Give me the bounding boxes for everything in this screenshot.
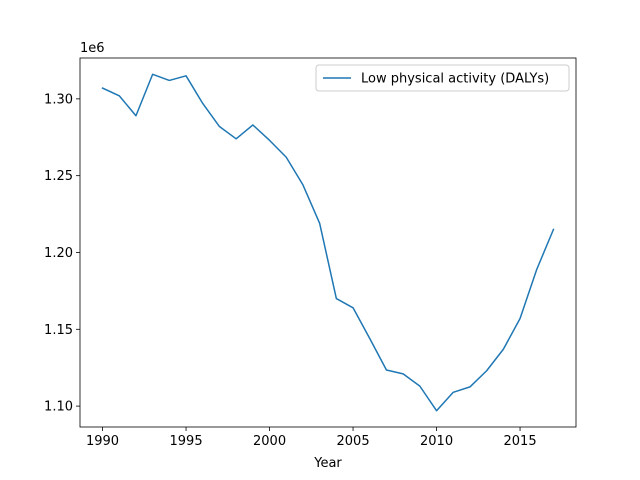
y-axis-offset-label: 1e6: [80, 41, 105, 56]
x-tick-label: 2010: [420, 434, 453, 449]
x-axis-label: Year: [313, 456, 342, 471]
series-line-0: [101, 73, 555, 412]
legend-label: Low physical activity (DALYs): [361, 72, 549, 87]
x-tick-label: 1995: [170, 434, 203, 449]
y-axis-ticks: 1.10 1.15 1.20 1.25 1.30: [44, 92, 80, 415]
legend: Low physical activity (DALYs): [315, 64, 570, 92]
x-tick-label: 1990: [86, 434, 119, 449]
x-tick-label: 2005: [337, 434, 370, 449]
y-tick-label: 1.10: [44, 400, 73, 415]
x-tick-label: 2015: [504, 434, 537, 449]
y-tick-label: 1.20: [44, 246, 73, 261]
legend-box: [315, 64, 570, 92]
axes-frame: [79, 57, 577, 428]
plot-area: [79, 57, 577, 428]
x-tick-label: 2000: [253, 434, 286, 449]
x-axis-ticks: 1990 1995 2000 2005 2010 2015: [86, 427, 537, 449]
y-tick-label: 1.25: [44, 169, 73, 184]
y-tick-label: 1.30: [44, 92, 73, 107]
y-tick-label: 1.15: [44, 323, 73, 338]
